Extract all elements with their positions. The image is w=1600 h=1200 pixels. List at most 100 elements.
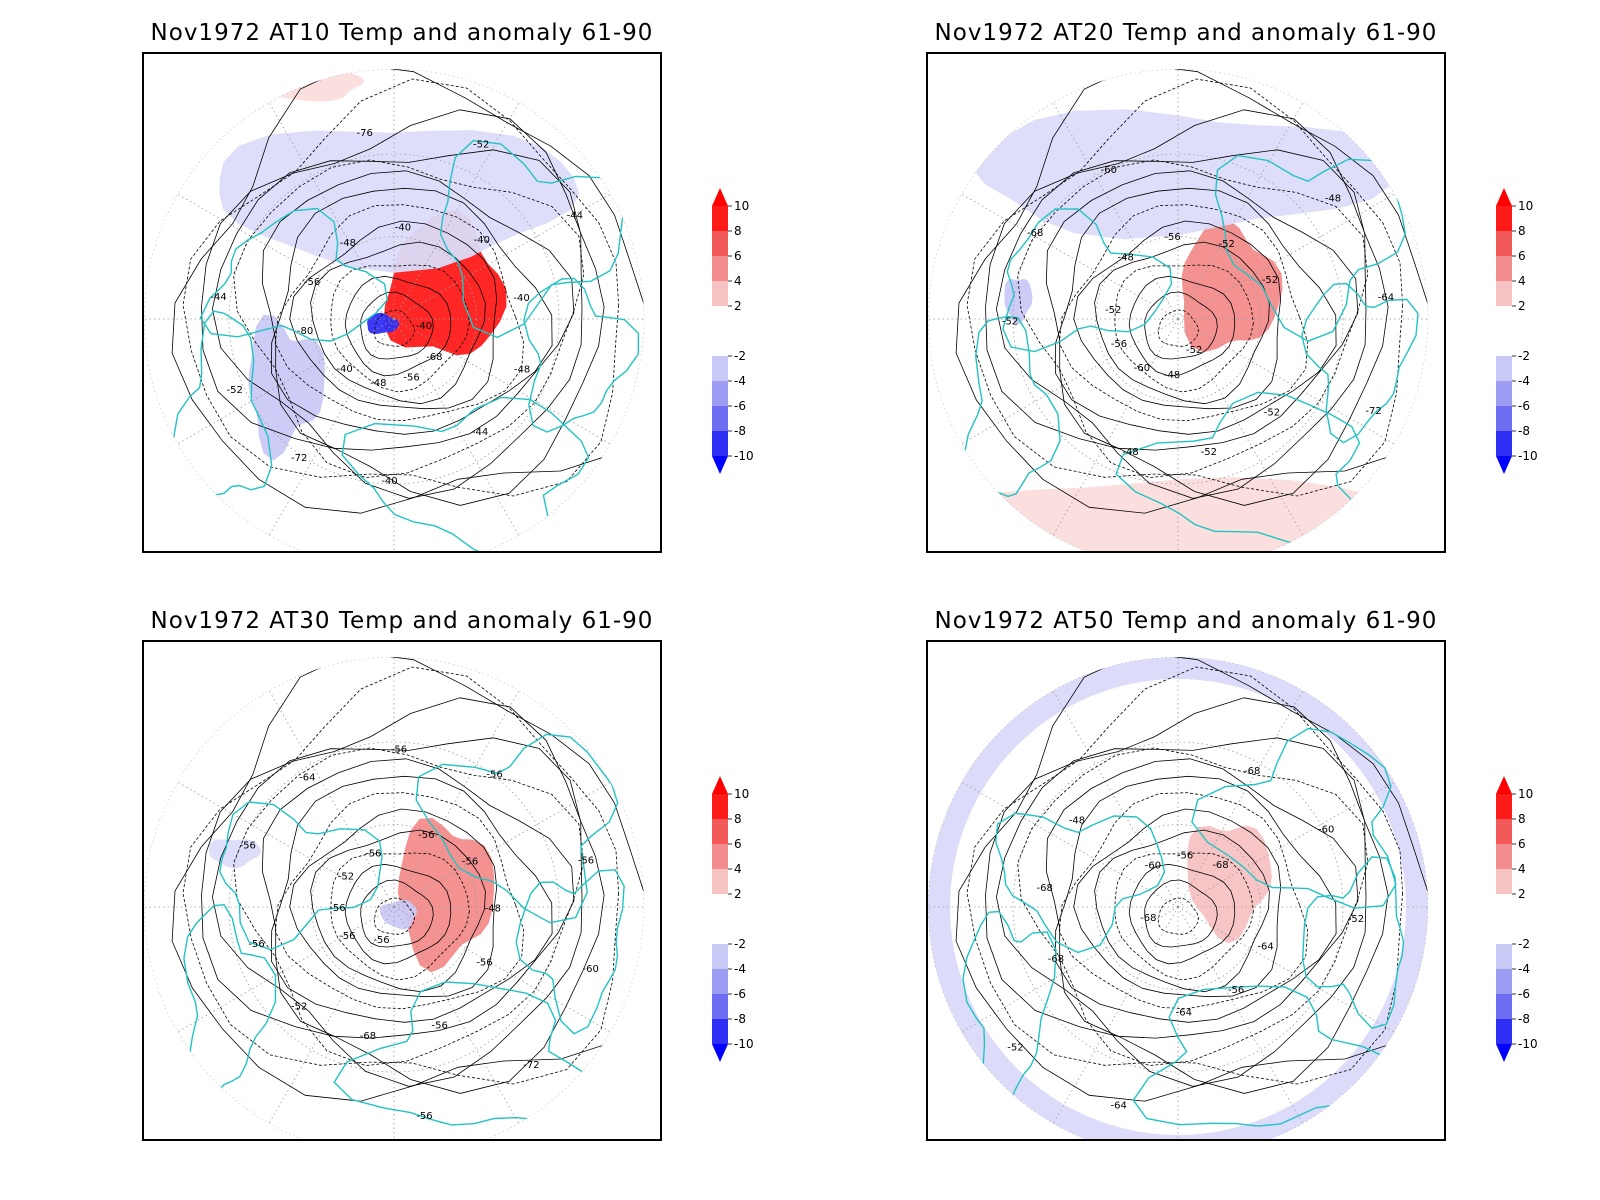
colorbar-label: 2 — [1518, 299, 1526, 313]
contour-label: -44 — [567, 211, 583, 222]
isotherm — [1128, 863, 1236, 965]
panel-title: Nov1972 AT10 Temp and anomaly 61-90 — [150, 20, 654, 46]
contour-label: -64 — [1176, 1008, 1192, 1019]
isotherm — [360, 879, 434, 948]
contour-label: -52 — [1348, 914, 1364, 925]
colorbar-label: -4 — [1518, 962, 1530, 976]
colorbar-segment — [1496, 969, 1512, 994]
contour-label: -48 — [485, 904, 501, 915]
isotherm — [270, 775, 553, 1023]
coastline — [172, 310, 273, 496]
contour-label: -56 — [329, 903, 345, 914]
isotherm — [1017, 159, 1369, 479]
meridian-line — [961, 781, 1179, 908]
colorbar-segment — [712, 994, 728, 1019]
colorbar: 10 8 6 4 2 -2 -4 -6 -8 -10 — [712, 776, 754, 1062]
colorbar-segment — [1496, 406, 1512, 431]
colorbar-segment — [712, 1019, 728, 1044]
colorbar-segment — [1496, 894, 1512, 919]
meridian-line — [1177, 193, 1395, 320]
isotherm — [1114, 264, 1254, 393]
meridian-line — [1052, 906, 1179, 1124]
meridian-line — [393, 906, 520, 1124]
colorbar-label: 10 — [734, 199, 749, 213]
colorbar-segment — [712, 381, 728, 406]
colorbar-label: -10 — [734, 449, 754, 463]
colorbar-segment — [1496, 281, 1512, 306]
anomaly-patch — [248, 314, 325, 461]
contour-label: -56 — [432, 1021, 448, 1032]
isotherm — [274, 204, 525, 422]
meridian-line — [1177, 906, 1304, 1124]
colorbar-label: -8 — [1518, 1012, 1530, 1026]
contour-label: -52 — [1007, 1043, 1023, 1054]
isotherm — [1128, 275, 1236, 377]
meridian-line — [1177, 690, 1304, 908]
colorbar-label: -2 — [1518, 349, 1530, 363]
coastline — [961, 315, 1061, 498]
meridian-line — [1177, 318, 1304, 536]
isotherm — [1058, 204, 1309, 422]
meridian-line — [393, 193, 611, 320]
meridian-line — [268, 102, 395, 320]
colorbar-label: -2 — [1518, 937, 1530, 951]
isotherm — [211, 737, 583, 1087]
polar-map: -52 -52 -52 -48 -60 -72 -56 -52 -52 -68 -64 -60 -56 -… — [926, 52, 1446, 553]
contour-label: -68 — [1212, 860, 1228, 871]
colorbar-segment — [1496, 256, 1512, 281]
colorbar-label: 6 — [734, 249, 742, 263]
isotherm — [201, 697, 605, 1094]
contour-label: -52 — [291, 1002, 307, 1013]
colorbar-segment — [1496, 844, 1512, 869]
contour-label: -52 — [1201, 447, 1217, 458]
contour-label: -60 — [583, 964, 599, 975]
isotherm — [182, 78, 620, 497]
meridian-line — [1177, 102, 1304, 320]
colorbar-label: -10 — [1518, 1037, 1538, 1051]
isotherm — [985, 697, 1389, 1094]
coastline — [199, 207, 388, 342]
contour-label: -44 — [210, 292, 226, 303]
contour-label: -52 — [473, 140, 489, 151]
coastline — [183, 903, 277, 1104]
map-disc: -68 -68 -64 -48 -52 -52 -56 -56 -68 -60 -64 -60 -64 -… — [928, 657, 1428, 1139]
colorbar-segment — [712, 406, 728, 431]
contour-label: -40 — [395, 223, 411, 234]
meridian-line — [268, 690, 395, 908]
coastline — [439, 139, 624, 339]
colorbar-arrow-top — [712, 776, 728, 794]
meridian-line — [177, 906, 395, 1033]
anomaly-patch — [219, 130, 580, 273]
colorbar-segment — [712, 331, 728, 356]
contour-label: -68 — [1048, 954, 1064, 965]
coastline — [1301, 282, 1419, 444]
meridian-line — [1177, 318, 1395, 445]
map-disc: -56 -56 -56 -56 -56 -56 -52 -48 -52 -56 -72 -56 -56 -… — [144, 657, 644, 1139]
contour-label: -80 — [297, 326, 313, 337]
contour-label: -40 — [474, 235, 490, 246]
meridian-line — [961, 193, 1179, 320]
colorbar-segment — [1496, 794, 1512, 819]
meridian-line — [393, 906, 611, 1033]
isotherm — [310, 241, 486, 405]
meridian-line — [1052, 690, 1179, 908]
meridian-line — [1177, 781, 1395, 908]
latitude-circle — [1012, 741, 1344, 1073]
colorbar-segment — [712, 431, 728, 456]
contour-label: -40 — [513, 293, 529, 304]
colorbar-label: -8 — [1518, 424, 1530, 438]
colorbar-label: 6 — [1518, 249, 1526, 263]
isotherm — [1094, 829, 1270, 993]
colorbar-segment — [1496, 431, 1512, 456]
contour-label: -64 — [1257, 942, 1273, 953]
isotherm — [955, 69, 1428, 514]
isotherm — [330, 852, 470, 981]
contour-label: -68 — [360, 1031, 376, 1042]
isotherm — [955, 657, 1428, 1102]
colorbar-arrow-bottom — [712, 456, 728, 474]
panel-at20: Nov1972 AT20 Temp and anomaly 61-90 -52-… — [926, 18, 1566, 598]
colorbar-label: 4 — [1518, 862, 1526, 876]
meridian-line — [1052, 318, 1179, 536]
meridian-line — [393, 318, 520, 536]
contour-label: -56 — [339, 931, 355, 942]
